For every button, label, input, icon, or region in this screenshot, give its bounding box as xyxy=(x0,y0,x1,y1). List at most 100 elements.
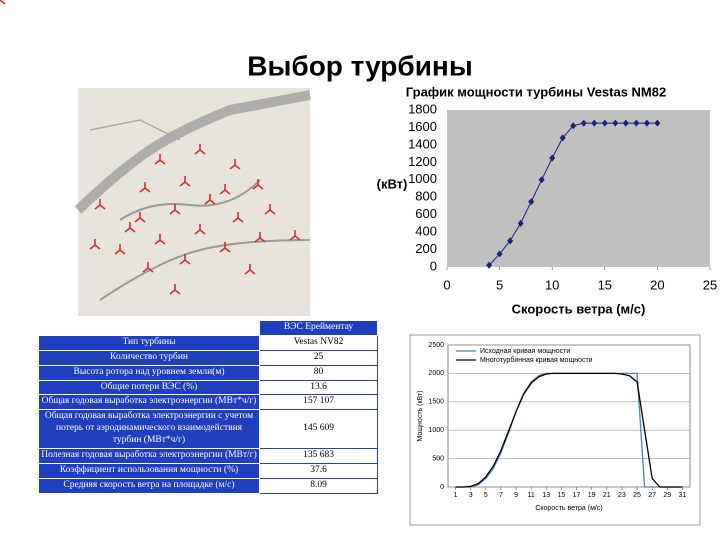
legend-label: Многотурбинная кривая мощности xyxy=(480,356,593,364)
data-point xyxy=(601,119,608,127)
x-tick-label: 29 xyxy=(663,492,671,499)
x-tick-label: 31 xyxy=(679,492,687,499)
empty-cell xyxy=(39,321,260,336)
table-row: Высота ротора над уровнем земли(м) 80 xyxy=(38,364,378,381)
row-label: Общая годовая выработка электроэнергии с… xyxy=(38,409,260,449)
row-label: Общие потери ВЭС (%) xyxy=(38,379,260,396)
y-axis-label: (кВт) xyxy=(377,176,408,191)
y-tick-label: 0 xyxy=(440,484,444,491)
row-value: 25 xyxy=(259,349,378,366)
y-tick-label: 1400 xyxy=(408,136,437,151)
x-tick-label: 3 xyxy=(469,492,473,499)
x-tick-label: 0 xyxy=(443,277,450,292)
table-row: Средняя скорость ветра на площадке (м/с)… xyxy=(38,477,378,494)
x-tick-label: 15 xyxy=(558,492,566,499)
table-row: Общая годовая выработка электроэнергии с… xyxy=(38,409,378,449)
x-tick-label: 11 xyxy=(528,492,535,499)
data-point xyxy=(559,134,566,142)
row-value: 8.09 xyxy=(259,477,378,494)
y-tick-label: 400 xyxy=(415,224,437,239)
table-header-row: ВЭС Ерейментау xyxy=(39,320,378,336)
row-value: 37.6 xyxy=(259,462,378,479)
data-point xyxy=(538,176,545,184)
y-tick-label: 2000 xyxy=(428,370,444,377)
x-tick-label: 5 xyxy=(496,277,503,292)
data-point xyxy=(591,119,598,127)
plot-area xyxy=(447,344,691,488)
data-point xyxy=(580,119,587,127)
data-point xyxy=(633,119,640,127)
y-tick-label: 0 xyxy=(430,258,437,273)
data-point xyxy=(622,119,629,127)
row-label: Тип турбины xyxy=(38,334,260,351)
y-tick-label: 200 xyxy=(415,241,437,256)
y-axis-label: Мощность (кВт) xyxy=(417,391,424,442)
row-label: Средняя скорость ветра на площадке (м/с) xyxy=(38,477,260,494)
x-tick-label: 25 xyxy=(633,492,641,499)
data-point xyxy=(507,237,514,245)
y-tick-label: 1800 xyxy=(408,101,437,116)
row-label: Высота ротора над уровнем земли(м) xyxy=(38,364,260,381)
row-value: 13.6 xyxy=(259,379,378,396)
x-tick-label: 5 xyxy=(484,492,488,499)
x-tick-label: 25 xyxy=(703,277,717,292)
row-label: Полезная годовая выработка электроэнерги… xyxy=(38,447,260,464)
map xyxy=(0,0,311,316)
data-point xyxy=(549,154,556,162)
data-point xyxy=(570,122,577,130)
y-tick-label: 1600 xyxy=(408,119,437,134)
x-tick-label: 15 xyxy=(598,277,612,292)
x-axis-label: Скорость ветра (м/с) xyxy=(512,301,646,316)
table-row: Тип турбины Vestas NV82 xyxy=(38,334,378,351)
row-value: 135 683 xyxy=(259,447,378,464)
row-value: 157 107 xyxy=(259,394,378,411)
x-tick-label: 19 xyxy=(588,492,596,499)
row-value: 80 xyxy=(259,364,378,381)
x-tick-label: 10 xyxy=(545,277,559,292)
x-tick-label: 27 xyxy=(648,492,656,499)
legend-label: Исходная кривая мощности xyxy=(480,348,570,355)
table-row: Общая годовая выработка электроэнергии (… xyxy=(38,394,378,411)
x-tick-label: 13 xyxy=(542,492,550,499)
row-label: Коэффициент использования мощности (%) xyxy=(38,462,260,479)
table-row: Общие потери ВЭС (%) 13.6 xyxy=(38,379,378,396)
y-tick-label: 1200 xyxy=(408,154,437,169)
table-row: Полезная годовая выработка электроэнерги… xyxy=(38,447,378,464)
series-line xyxy=(455,372,683,488)
table-body: ВЭС Ерейментау Тип турбины Vestas NV82 Кол… xyxy=(38,320,378,494)
y-tick-label: 600 xyxy=(415,206,437,221)
plot-area xyxy=(447,110,710,267)
chart-title: График мощности турбины Vestas NM82 xyxy=(406,84,666,99)
data-point xyxy=(486,261,493,269)
y-tick-label: 800 xyxy=(415,189,437,204)
row-label: Общая годовая выработка электроэнергии (… xyxy=(38,394,260,411)
slide-title: Выбор турбины xyxy=(247,50,472,81)
y-tick-label: 1000 xyxy=(408,171,437,186)
data-point xyxy=(612,119,619,127)
y-tick-label: 1500 xyxy=(428,399,444,406)
data-point xyxy=(643,119,650,127)
x-axis-label: Скорость ветра (м/с) xyxy=(535,505,602,512)
x-tick-label: 7 xyxy=(499,492,503,499)
table-header: ВЭС Ерейментау xyxy=(259,320,378,336)
y-tick-label: 2500 xyxy=(428,342,444,349)
row-value: Vestas NV82 xyxy=(259,334,378,351)
data-point xyxy=(517,219,524,227)
x-tick-label: 20 xyxy=(650,277,664,292)
table-row: Коэффициент использования мощности (%) 37… xyxy=(38,462,378,479)
x-tick-label: 9 xyxy=(514,492,518,499)
data-point xyxy=(528,198,535,206)
x-tick-label: 17 xyxy=(573,492,581,499)
x-tick-label: 21 xyxy=(603,492,611,499)
row-label: Количество турбин xyxy=(38,349,260,366)
y-tick-label: 500 xyxy=(432,455,444,462)
x-tick-label: 23 xyxy=(618,492,626,499)
row-value: 145 609 xyxy=(259,409,378,449)
data-table: ВЭС Ерейментау Тип турбины Vestas NV82 Кол… xyxy=(38,320,378,494)
table-row: Количество турбин 25 xyxy=(38,349,378,366)
data-point xyxy=(654,119,661,127)
chart-frame xyxy=(409,334,701,526)
data-point xyxy=(496,250,503,258)
